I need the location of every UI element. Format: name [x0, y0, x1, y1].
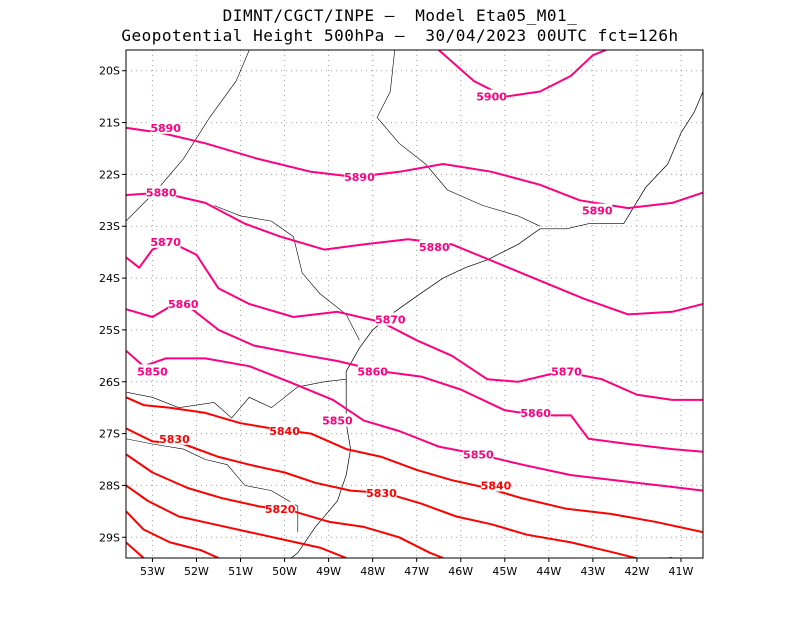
contour-label-layer: 5900 5890 5890 5890 5880 5880 5870 5870 5870 5860… [137, 89, 613, 516]
contour-label: 5820 [265, 503, 296, 516]
y-tick-label: 21S [99, 117, 120, 130]
y-tick-label: 22S [99, 168, 120, 181]
contour-label-bg [480, 478, 511, 492]
contour-label-bg [265, 501, 296, 515]
contour-label: 5870 [150, 236, 181, 249]
contour-label: 5890 [582, 205, 613, 218]
contour-line-unlabeled [126, 541, 145, 558]
contour-line-5840 [126, 396, 703, 534]
plot-frame [125, 49, 704, 559]
contour-label: 5840 [481, 479, 512, 492]
contour-label: 5890 [150, 122, 181, 135]
geography-layer [126, 50, 703, 558]
graticule [126, 50, 703, 558]
x-tick-label: 49W [316, 565, 341, 578]
contour-line-unlabeled [126, 510, 219, 558]
x-tick-label: 42W [624, 565, 649, 578]
contour-label-bg [322, 413, 353, 427]
x-tick-label: 43W [580, 565, 605, 578]
contour-label-bg [150, 234, 181, 248]
contour-label: 5830 [159, 433, 190, 446]
state-border [126, 50, 250, 222]
contour-label: 5870 [375, 314, 406, 327]
contour-label-bg [344, 170, 375, 183]
contour-label-bg [419, 239, 450, 253]
contour-line-5890 [126, 126, 703, 210]
x-tick-label: 44W [536, 565, 561, 578]
contour-label: 5850 [322, 415, 353, 428]
x-tick-label: 48W [360, 565, 385, 578]
contour-label: 5850 [463, 448, 494, 461]
y-tick-label: 25S [99, 324, 120, 337]
contour-label: 5890 [344, 171, 375, 184]
contour-label: 5880 [419, 241, 450, 254]
contour-label: 5860 [168, 298, 199, 311]
y-tick-label: 23S [99, 220, 120, 233]
contour-label-bg [463, 447, 494, 461]
contour-label: 5840 [269, 425, 300, 438]
contour-label: 5900 [476, 91, 507, 104]
chart-title-line-2: Geopotential Height 500hPa – 30/04/2023 … [121, 26, 679, 45]
contour-label: 5880 [146, 187, 177, 200]
contour-line-5900 [438, 50, 607, 98]
contour-label-bg [366, 486, 397, 500]
x-tick-label: 41W [669, 565, 694, 578]
contour-line-5860 [126, 305, 703, 453]
y-tick-label: 20S [99, 65, 120, 78]
contour-label: 5850 [137, 365, 168, 378]
contour-label-bg [146, 185, 177, 199]
y-tick-label: 29S [99, 531, 120, 544]
state-border [126, 438, 299, 533]
contour-line-5880 [126, 191, 703, 316]
coastline [290, 91, 703, 558]
contour-line-unlabeled [126, 484, 347, 558]
contour-label-bg [375, 312, 406, 326]
x-tick-label: 51W [228, 565, 253, 578]
contour-label-bg [168, 297, 199, 310]
contour-label-bg [582, 203, 613, 217]
contour-label-bg [159, 431, 190, 445]
y-tick-label: 24S [99, 272, 120, 285]
x-tick-label: 52W [184, 565, 209, 578]
contour-layer [126, 50, 703, 558]
contour-label: 5860 [520, 407, 551, 420]
axes: 53W 52W 51W 50W 49W 48W 47W 46W 45W 44W 43W 42W 41W 2… [99, 65, 694, 578]
y-tick-label: 27S [99, 428, 120, 441]
y-tick-label: 26S [99, 376, 120, 389]
state-border [376, 50, 541, 227]
state-border [126, 378, 347, 419]
contour-label-bg [551, 364, 582, 378]
contour-label-bg [476, 89, 507, 103]
contour-line-5850 [126, 349, 703, 492]
x-tick-label: 47W [404, 565, 429, 578]
x-tick-label: 53W [140, 565, 165, 578]
chart-title-line-1: DIMNT/CGCT/INPE – Model Eta05_M01_ [222, 6, 578, 25]
contour-label: 5870 [551, 365, 582, 378]
contour-label-bg [150, 120, 181, 134]
x-tick-label: 46W [448, 565, 473, 578]
contour-label-bg [269, 424, 300, 437]
y-tick-label: 28S [99, 479, 120, 492]
state-border [213, 205, 360, 341]
x-tick-label: 45W [492, 565, 517, 578]
contour-label-bg [137, 364, 168, 378]
x-tick-label: 50W [272, 565, 297, 578]
contour-label-bg [357, 364, 388, 378]
contour-label: 5860 [357, 365, 388, 378]
contour-label-bg [520, 405, 551, 419]
contour-label: 5830 [366, 487, 397, 500]
